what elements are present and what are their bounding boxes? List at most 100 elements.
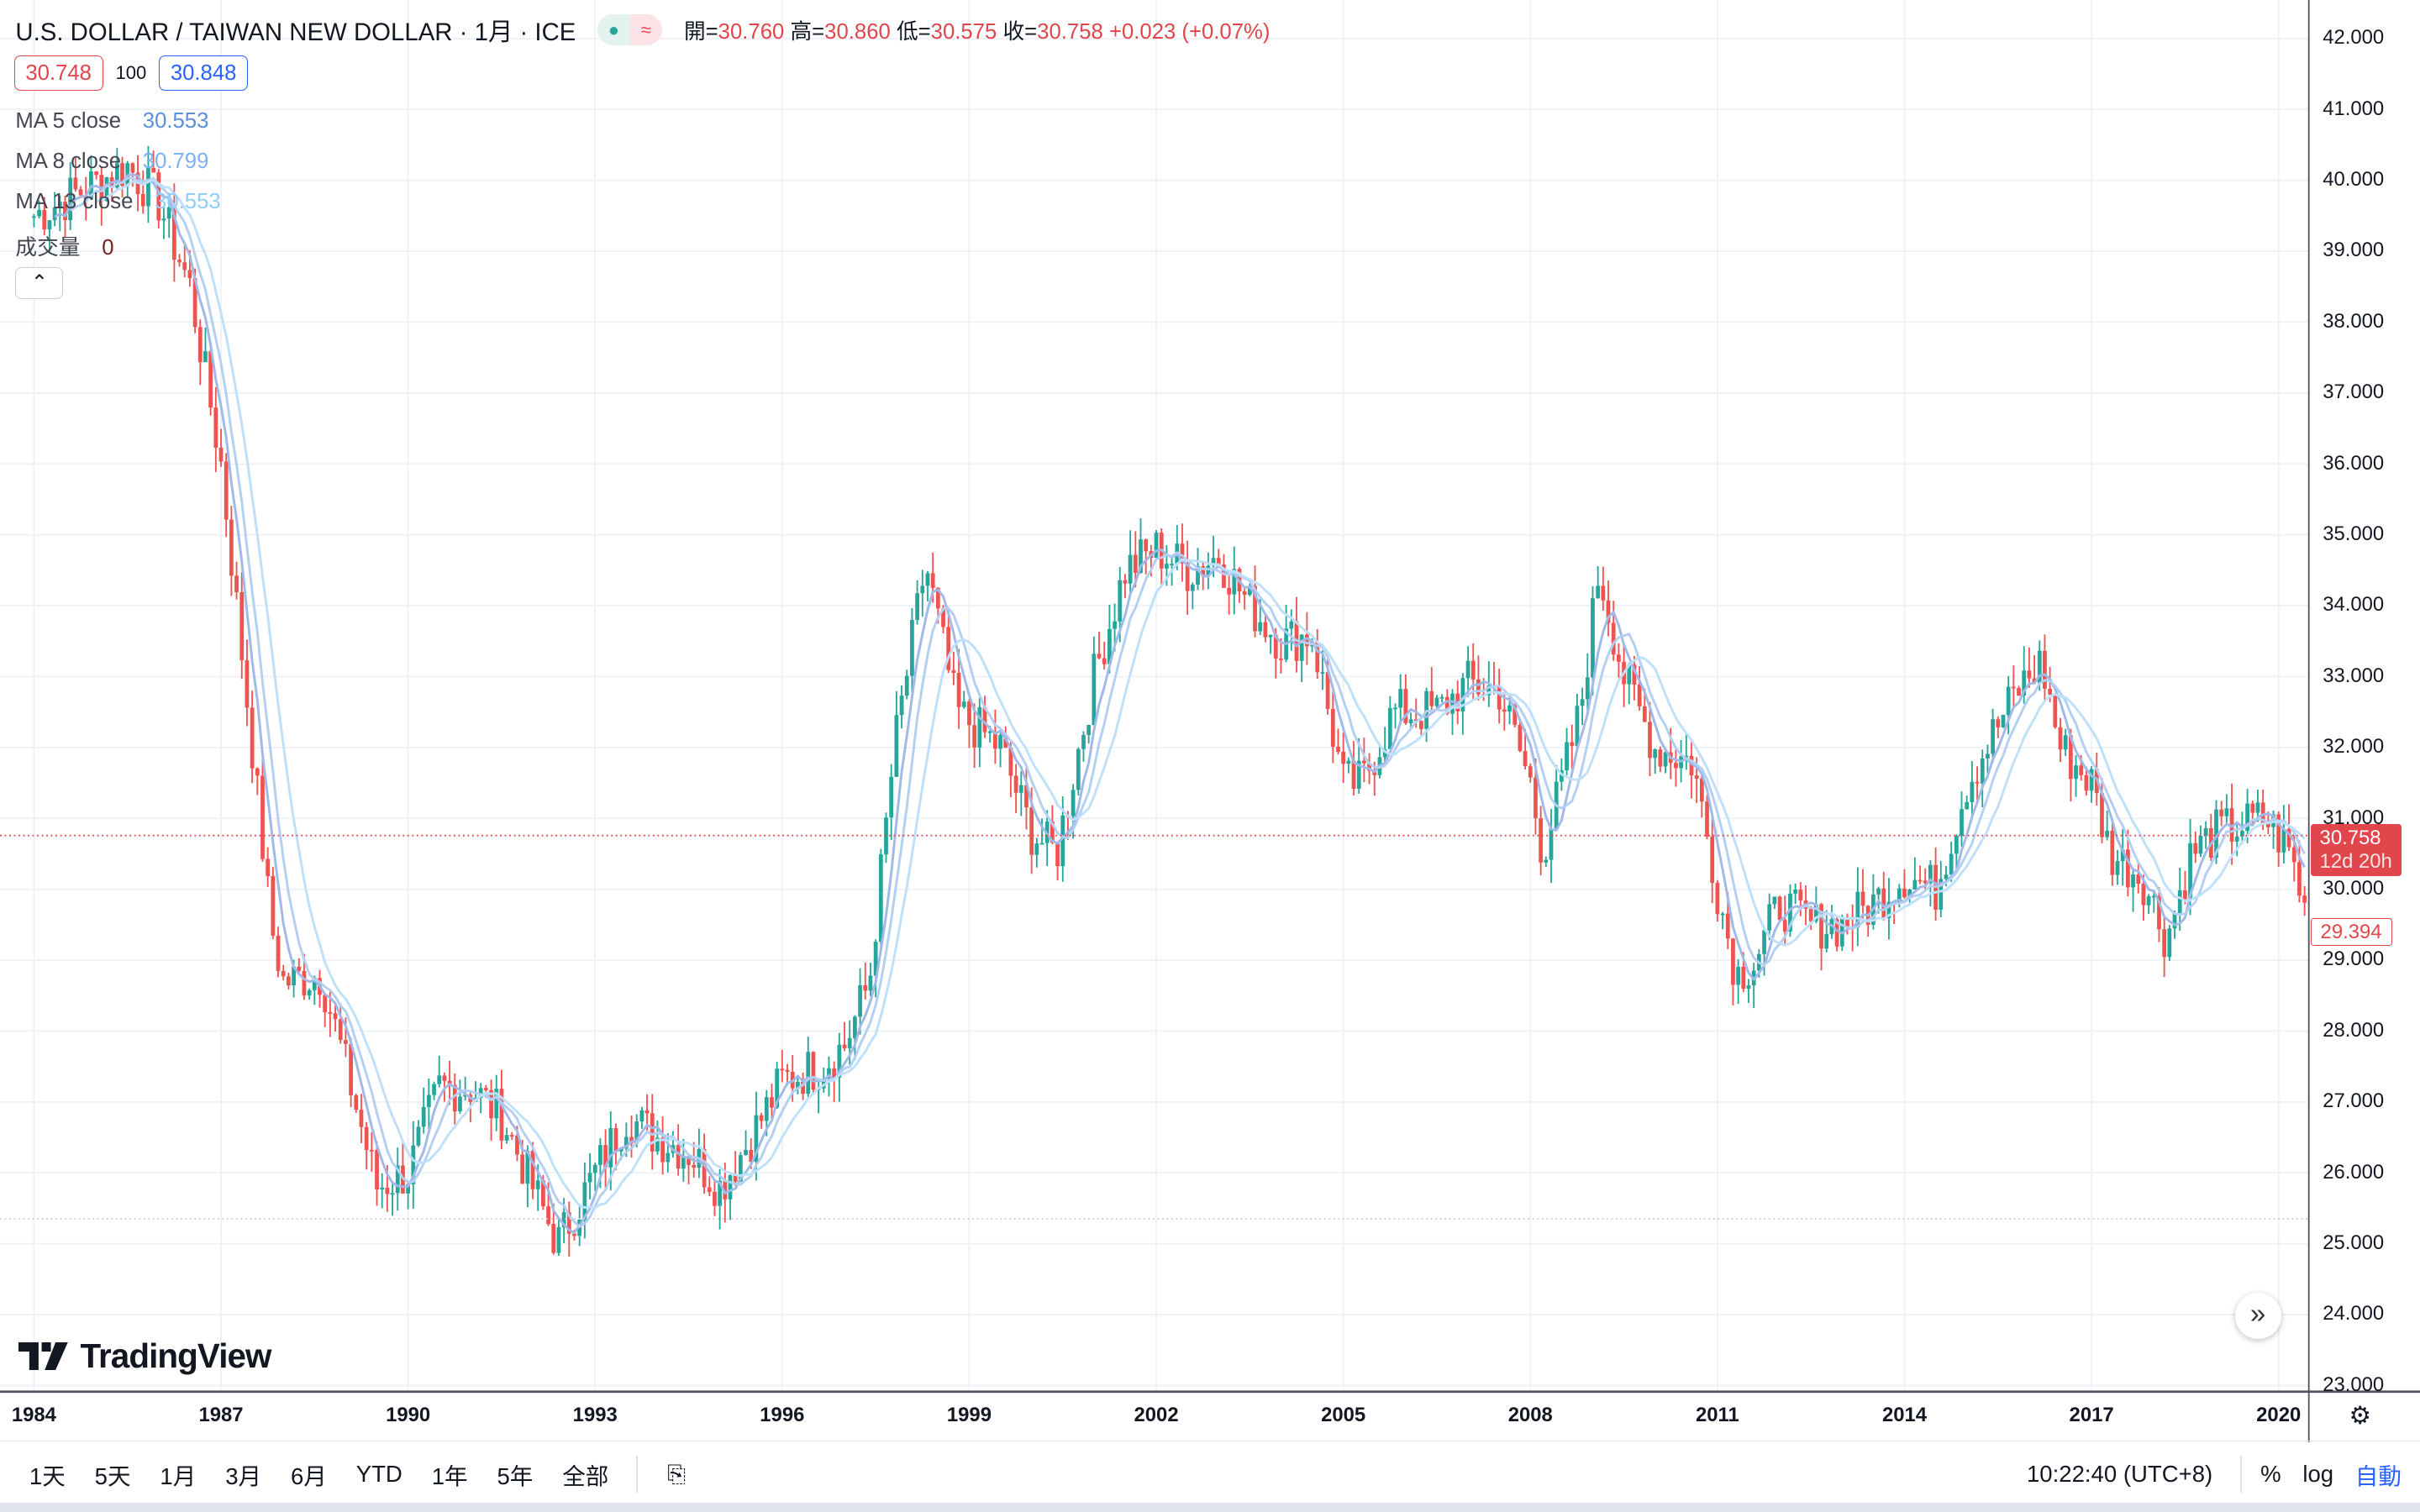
candle [146,145,150,223]
candle [323,993,328,1027]
candle [956,648,961,729]
ask-button[interactable]: 30.848 [158,55,249,92]
candle-body [1793,889,1798,894]
candle-body [1216,558,1221,565]
candle [1387,696,1392,750]
market-status[interactable]: ● ≈ [597,14,663,46]
clock[interactable]: 10:22:40 (UTC+8) [2026,1461,2213,1488]
candle-body [1315,642,1320,673]
logo-text: TradingView [80,1336,271,1375]
price-tick: 36.000 [2323,451,2385,475]
candle-body [1055,842,1060,867]
range-1m[interactable]: 1月 [160,1463,197,1490]
candle [1279,638,1283,674]
candle [1886,878,1891,940]
candle-body [1585,677,1590,700]
candle-body [2120,849,2125,862]
candle [1684,732,1689,770]
candle-body [104,177,109,202]
candle-body [1684,755,1689,758]
candle-body [489,1089,493,1119]
auto-scale-toggle[interactable]: 自動 [2354,1463,2402,1490]
candle [1092,636,1097,726]
candle-body [1341,751,1346,764]
indicator-ma8[interactable]: MA 8 close 30.799 [15,150,208,174]
time-tick: 2011 [1695,1404,1739,1427]
candle-body [1886,901,1891,919]
candle-body [437,1075,442,1084]
symbol-title[interactable]: U.S. DOLLAR / TAIWAN NEW DOLLAR · 1月 · I… [15,18,576,46]
candle-body [1393,707,1397,710]
candle [416,1120,421,1147]
range-6m[interactable]: 6月 [290,1463,327,1490]
candle [73,156,78,192]
low-label: 低= [896,20,931,45]
candle-body [634,1121,639,1144]
candle [2084,766,2089,795]
candle-body [1351,760,1356,790]
goto-date-icon[interactable]: ⎘ [667,1460,687,1487]
price-tick: 42.000 [2323,26,2385,50]
candle-body [847,1037,852,1048]
scroll-to-realtime-button[interactable]: » [2234,1293,2281,1340]
candle-body [1923,880,1928,884]
candle [1315,628,1320,679]
candle-body [598,1145,602,1165]
candle-body [1289,621,1294,629]
candle-body [811,1052,816,1090]
candle-body [302,970,307,996]
candle-body [483,1088,488,1090]
candle [1393,703,1397,729]
candle [592,1162,597,1191]
candle-body [1429,690,1434,706]
range-1d[interactable]: 1天 [29,1463,66,1490]
candle [878,848,883,951]
candle [1699,774,1704,818]
settings-gear-icon[interactable]: ⚙ [2349,1401,2371,1430]
indicator-volume[interactable]: 成交量 0 [15,230,113,261]
bid-button[interactable]: 30.748 [13,55,103,92]
candle-body [1674,763,1678,769]
candle-body [702,1148,707,1188]
range-ytd[interactable]: YTD [355,1461,402,1488]
candle-body [1575,706,1580,747]
tradingview-logo[interactable]: TradingView [18,1336,271,1376]
candle [359,1094,364,1143]
candle-body [572,1233,576,1236]
candle [1097,632,1102,659]
range-5d[interactable]: 5天 [94,1463,131,1490]
candle-body [884,817,888,855]
candle [1637,666,1642,711]
candle [213,386,218,473]
candle-body [1450,693,1455,714]
candle [873,939,878,998]
candle [676,1124,681,1176]
candle-body [1544,859,1549,863]
candle [770,1084,774,1121]
range-1y[interactable]: 1年 [431,1463,468,1490]
percent-toggle[interactable]: % [2260,1461,2281,1488]
candle-body [2048,688,2053,695]
candle [2089,766,2094,803]
log-toggle[interactable]: log [2302,1461,2334,1488]
candle [271,866,276,940]
candle-body [2053,694,2058,727]
candle-body [1949,853,1954,875]
candle [2151,891,2156,913]
price-chart[interactable] [0,0,2420,1443]
candle [1653,748,1658,774]
time-tick: 2008 [1507,1404,1553,1427]
indicator-ma5[interactable]: MA 5 close 30.553 [15,109,208,134]
candle-body [333,1013,338,1020]
candle [1565,727,1569,775]
range-5y[interactable]: 5年 [497,1463,534,1490]
candle [2229,783,2234,865]
range-3m[interactable]: 3月 [225,1463,262,1490]
range-all[interactable]: 全部 [562,1463,609,1490]
candle [218,428,224,467]
collapse-legend-button[interactable]: ⌃ [15,266,64,300]
candle-body [2188,843,2192,900]
indicator-ma13[interactable]: MA 13 close 30.553 [15,190,220,214]
candle-body [359,1110,364,1127]
candle-body [2297,862,2302,896]
